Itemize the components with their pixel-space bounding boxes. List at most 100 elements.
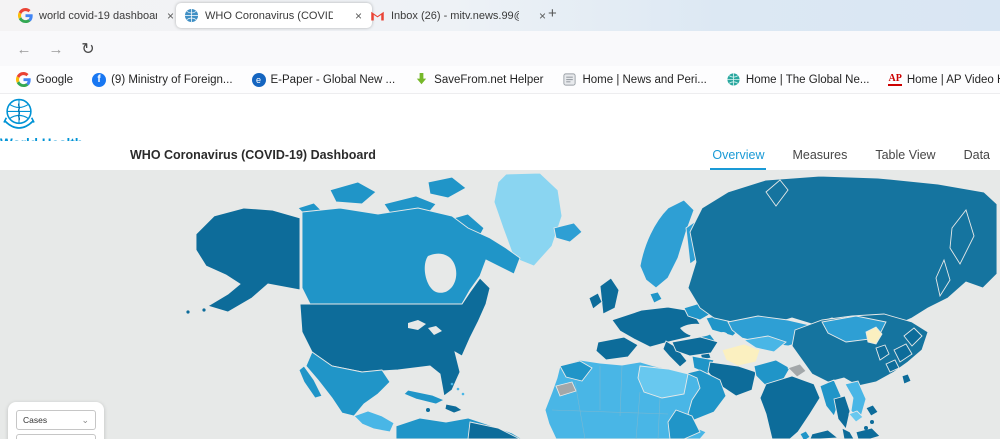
- sakhalin[interactable]: [935, 258, 951, 298]
- country-greenland[interactable]: [493, 172, 563, 267]
- country-turkey[interactable]: [671, 336, 719, 357]
- country-iceland[interactable]: [553, 222, 583, 243]
- world-map[interactable]: [0, 170, 1000, 439]
- who-site-header: World Health Organization i: [0, 94, 1000, 228]
- country-hispaniola[interactable]: [444, 403, 463, 414]
- country-denmark[interactable]: [649, 291, 663, 304]
- tab-close-icon[interactable]: ×: [354, 8, 362, 23]
- novaya-zemlya[interactable]: [765, 179, 789, 207]
- tab-close-icon[interactable]: ×: [538, 8, 546, 23]
- back-button[interactable]: ←: [16, 40, 32, 58]
- who-favicon-icon: [184, 8, 199, 23]
- tab-title: Inbox (26) - mitv.news.99@gma: [391, 9, 519, 22]
- tab-title: WHO Coronavirus (COVID-19) D: [205, 9, 333, 22]
- globe-icon: [726, 72, 741, 87]
- country-south-korea[interactable]: [875, 344, 890, 361]
- tab-who-dashboard[interactable]: WHO Coronavirus (COVID-19) D ×: [176, 3, 372, 28]
- gmail-favicon-icon: [370, 8, 385, 23]
- malay-peninsula[interactable]: [841, 427, 855, 439]
- bookmarks-toolbar: Google f (9) Ministry of Foreign... e E-…: [0, 66, 1000, 94]
- country-libya-egypt[interactable]: [637, 365, 689, 399]
- bookmark-label: E-Paper - Global New ...: [270, 73, 396, 86]
- country-north-korea[interactable]: [865, 326, 883, 345]
- map-metric-dropdown[interactable]: Cases ⌄: [16, 410, 96, 430]
- country-iran[interactable]: [707, 361, 757, 397]
- country-japan[interactable]: [885, 327, 923, 373]
- site-navigation: Overview Measures Table View Data: [710, 141, 992, 170]
- dropdown-value: Cases: [23, 415, 48, 425]
- country-spain[interactable]: [595, 336, 639, 361]
- tab-overview[interactable]: Overview: [710, 142, 767, 170]
- savefrom-arrow-icon: [414, 72, 429, 87]
- forward-button[interactable]: →: [48, 40, 64, 58]
- bookmark-savefrom[interactable]: SaveFrom.net Helper: [414, 72, 543, 87]
- tab-google-search[interactable]: world covid-19 dashboard - Go ×: [10, 3, 184, 28]
- country-india[interactable]: [759, 375, 821, 439]
- news-site-icon: [562, 72, 577, 87]
- dashboard-title-row: WHO Coronavirus (COVID-19) Dashboard Ove…: [0, 141, 1000, 170]
- new-tab-button[interactable]: +: [548, 5, 557, 22]
- black-sea: [680, 323, 714, 337]
- bookmark-label: (9) Ministry of Foreign...: [111, 73, 233, 86]
- country-uzbekistan[interactable]: [742, 335, 787, 353]
- country-taiwan[interactable]: [901, 373, 912, 385]
- tab-data[interactable]: Data: [963, 147, 990, 162]
- tab-table-view[interactable]: Table View: [875, 147, 936, 162]
- baja-california[interactable]: [298, 365, 323, 399]
- map-controls-card: Cases ⌄ Total ⌄: [8, 402, 104, 439]
- tab-gmail-inbox[interactable]: Inbox (26) - mitv.news.99@gma ×: [362, 3, 556, 28]
- country-philippines[interactable]: [865, 404, 879, 417]
- country-cambodia[interactable]: [848, 410, 864, 423]
- reload-button[interactable]: ↻: [81, 41, 95, 58]
- bookmark-label: Home | The Global Ne...: [745, 73, 870, 86]
- hudson-bay: [424, 253, 457, 293]
- country-thailand[interactable]: [833, 395, 851, 431]
- country-vietnam-laos[interactable]: [844, 380, 867, 421]
- tab-close-icon[interactable]: ×: [166, 8, 174, 23]
- scandinavia[interactable]: [639, 199, 695, 289]
- country-sri-lanka[interactable]: [799, 430, 811, 439]
- country-morocco[interactable]: [559, 360, 593, 382]
- country-mexico[interactable]: [305, 351, 391, 417]
- country-ethiopia[interactable]: [667, 409, 701, 439]
- arctic-islands[interactable]: [329, 181, 377, 205]
- google-favicon-icon: [18, 8, 33, 23]
- country-russia[interactable]: [687, 175, 998, 327]
- ap-logo-icon: AP: [888, 72, 902, 86]
- map-aggregation-dropdown[interactable]: Total ⌄: [16, 434, 96, 439]
- bookmark-label: Home | News and Peri...: [582, 73, 707, 86]
- bookmark-ap-video-hub[interactable]: AP Home | AP Video Hub: [888, 72, 1000, 86]
- tab-measures[interactable]: Measures: [792, 147, 848, 162]
- tab-title: world covid-19 dashboard - Go: [39, 9, 157, 22]
- page-title: WHO Coronavirus (COVID-19) Dashboard: [130, 148, 376, 162]
- navigation-toolbar: ← → ↻ https://covid19.who.int 67% ★: [0, 31, 1000, 92]
- facebook-icon: f: [92, 72, 107, 87]
- epaper-globe-icon: e: [251, 72, 266, 87]
- bookmark-label: Home | AP Video Hub: [906, 73, 1000, 86]
- region-kashmir[interactable]: [787, 363, 807, 378]
- country-uk[interactable]: [599, 277, 620, 315]
- western-europe[interactable]: [611, 306, 701, 348]
- chevron-down-icon: ⌄: [81, 414, 89, 425]
- kamchatka[interactable]: [949, 209, 975, 265]
- arctic-islands[interactable]: [427, 176, 467, 199]
- tab-bar: world covid-19 dashboard - Go × WHO Coro…: [0, 0, 1000, 31]
- country-cuba[interactable]: [403, 389, 446, 405]
- country-ireland[interactable]: [588, 292, 603, 310]
- great-lakes: [408, 320, 442, 335]
- country-brazil[interactable]: [467, 421, 521, 439]
- bookmark-ministry-foreign[interactable]: f (9) Ministry of Foreign...: [92, 72, 233, 87]
- central-america[interactable]: [353, 410, 395, 433]
- bookmark-news-periodicals[interactable]: Home | News and Peri...: [562, 72, 707, 87]
- bookmark-google[interactable]: Google: [16, 72, 73, 87]
- country-usa-alaska[interactable]: [195, 207, 301, 313]
- country-turkmenistan[interactable]: [721, 343, 761, 367]
- bookmark-epaper[interactable]: e E-Paper - Global New ...: [251, 72, 396, 87]
- bookmark-label: SaveFrom.net Helper: [434, 73, 544, 86]
- who-emblem-icon: [3, 98, 35, 129]
- bookmark-global-news[interactable]: Home | The Global Ne...: [726, 72, 870, 87]
- region-western-sahara[interactable]: [555, 381, 577, 397]
- bookmark-label: Google: [36, 73, 74, 86]
- google-favicon-icon: [16, 72, 31, 87]
